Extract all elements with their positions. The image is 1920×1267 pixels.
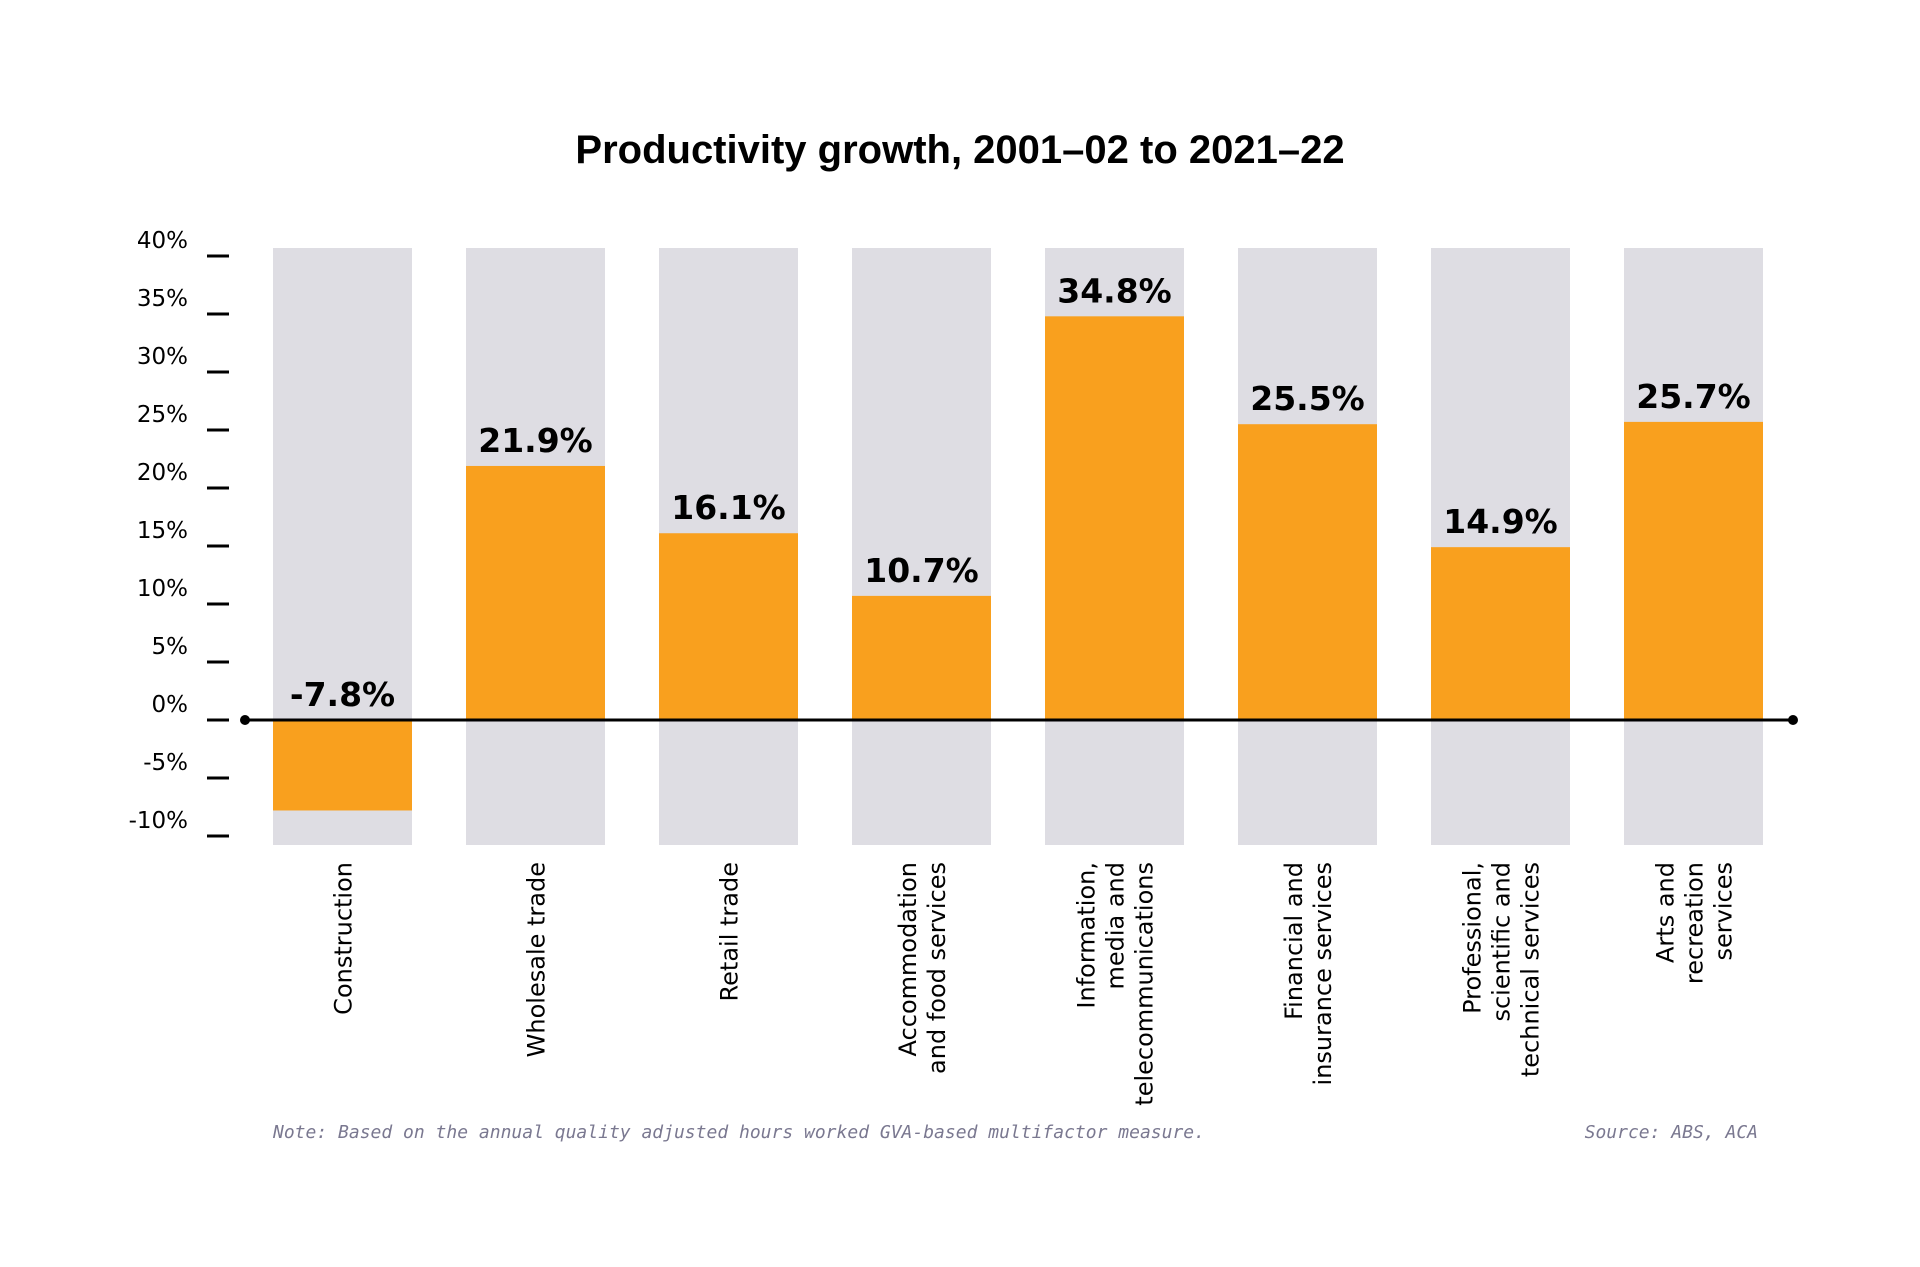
y-tick-label: 35% [137, 286, 188, 312]
category-label-line: Wholesale trade [523, 862, 551, 1057]
source-note: Source: ABS, ACA [1584, 1122, 1758, 1143]
baseline-end-dot [1788, 715, 1798, 725]
bar [1431, 547, 1570, 720]
y-tick-label: 30% [137, 344, 188, 370]
y-tick-label: 15% [137, 518, 188, 544]
bar [659, 533, 798, 720]
category-label: Arts and recreation services [1652, 862, 1738, 984]
category-label-line: Retail trade [716, 862, 744, 1001]
category-label: Information, media and telecommunications [1073, 862, 1159, 1106]
y-tick-label: 0% [152, 692, 189, 718]
baseline-start-dot [240, 715, 250, 725]
y-tick-label: 25% [137, 402, 188, 428]
category-label-line: insurance services [1309, 862, 1337, 1085]
category-label-line: media and [1102, 862, 1130, 990]
bar [1238, 424, 1377, 720]
category-label-line: Information, [1073, 862, 1101, 1009]
category-label: Construction [330, 862, 358, 1015]
category-label-line: Accommodation [894, 862, 922, 1056]
category-label: Accommodation and food services [894, 862, 951, 1074]
data-label: 21.9% [478, 421, 593, 460]
category-label-line: Construction [330, 862, 358, 1015]
y-tick-label: 5% [152, 634, 189, 660]
bars [273, 316, 1763, 811]
y-axis: 40% 35% 30% 25% 20% 15% 10% 5% 0% -5% -10% [129, 228, 229, 838]
y-tick-label: 10% [137, 576, 188, 602]
bar-track [852, 248, 991, 845]
bar [1045, 316, 1184, 720]
category-label-line: technical services [1517, 862, 1545, 1077]
category-label-line: Professional, [1459, 862, 1487, 1014]
bar-track [1431, 248, 1570, 845]
data-label: 14.9% [1443, 502, 1558, 541]
category-label-line: and food services [923, 862, 951, 1074]
data-label: 10.7% [864, 551, 979, 590]
data-label: 34.8% [1057, 271, 1172, 310]
data-label: 25.5% [1250, 379, 1365, 418]
y-tick-label: 40% [137, 228, 188, 254]
y-tick-label: -5% [143, 750, 188, 776]
y-tick-label: 20% [137, 460, 188, 486]
chart-title: Productivity growth, 2001–02 to 2021–22 [575, 128, 1345, 172]
category-label: Retail trade [716, 862, 744, 1001]
bar [1624, 421, 1763, 720]
bar [273, 720, 412, 811]
category-label-line: Financial and [1280, 862, 1308, 1020]
category-label-line: telecommunications [1131, 862, 1159, 1106]
data-label: -7.8% [290, 675, 395, 714]
data-label: 16.1% [671, 488, 786, 527]
category-label: Professional, scientific and technical ser… [1459, 862, 1545, 1077]
y-tick-label: -10% [129, 808, 188, 834]
data-label: 25.7% [1636, 377, 1751, 416]
category-labels: Construction Wholesale trade Retail trade A… [330, 862, 1738, 1106]
category-label: Wholesale trade [523, 862, 551, 1057]
footnote: Note: Based on the annual quality adjust… [273, 1122, 1205, 1143]
bar [852, 595, 991, 720]
category-label-line: services [1710, 862, 1738, 960]
category-label: Financial and insurance services [1280, 862, 1337, 1085]
category-label-line: scientific and [1488, 862, 1516, 1022]
category-label-line: Arts and [1652, 862, 1680, 963]
zero-line [240, 715, 1798, 725]
value-labels: -7.8% 21.9% 16.1% 10.7% 34.8% 25.5% 14.9% 25.7% [290, 271, 1751, 714]
bar [466, 465, 605, 720]
category-label-line: recreation [1681, 862, 1709, 984]
